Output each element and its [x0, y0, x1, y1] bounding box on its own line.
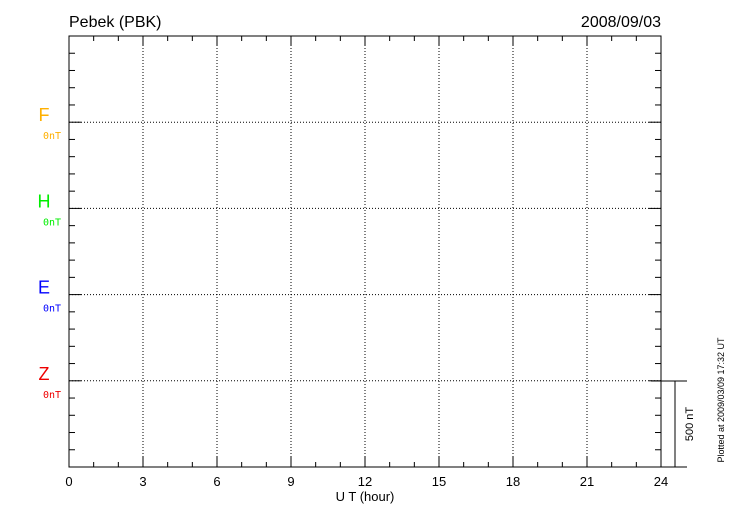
- station-title: Pebek (PBK): [69, 14, 161, 31]
- x-tick-label: 18: [506, 474, 520, 489]
- x-tick-label: 3: [139, 474, 146, 489]
- x-axis-label: U T (hour): [336, 489, 395, 504]
- trace-name-h: H: [38, 191, 51, 211]
- scale-bar: 500 nT: [651, 380, 696, 468]
- grid: [69, 36, 661, 467]
- trace-baseline-label: 0nT: [43, 390, 61, 401]
- trace-name-z: Z: [39, 364, 50, 384]
- trace-labels: F 0nT H 0nT E 0nT Z 0nT: [38, 105, 62, 401]
- x-tick-label: 24: [654, 474, 668, 489]
- x-tick-label: 6: [213, 474, 220, 489]
- plot-frame: [68, 35, 662, 468]
- x-tick-label: 0: [65, 474, 72, 489]
- trace-baseline-label: 0nT: [43, 131, 61, 142]
- trace-name-f: F: [39, 105, 50, 125]
- scale-bar-label: 500 nT: [684, 407, 696, 442]
- x-tick-label: 12: [358, 474, 372, 489]
- trace-baseline-label: 0nT: [43, 217, 61, 228]
- trace-baseline-label: 0nT: [43, 304, 61, 315]
- plotted-at-label: Plotted at 2009/03/09 17:32 UT: [716, 337, 726, 463]
- trace-name-e: E: [38, 278, 50, 298]
- date-label: 2008/09/03: [581, 14, 661, 31]
- x-tick-label: 15: [432, 474, 446, 489]
- x-tick-label: 21: [580, 474, 594, 489]
- x-tick-label: 9: [287, 474, 294, 489]
- axis-ticks: [68, 35, 662, 468]
- x-tick-labels: 0 3 6 9 12 15 18 21 24: [65, 474, 668, 489]
